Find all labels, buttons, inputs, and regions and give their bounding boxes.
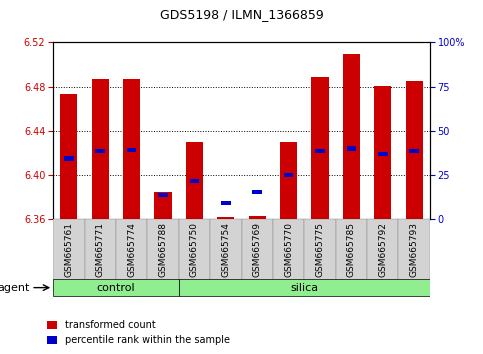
FancyBboxPatch shape — [179, 219, 210, 280]
Bar — [249, 216, 266, 219]
Text: silica: silica — [290, 282, 318, 293]
Bar — [347, 147, 356, 151]
Text: GDS5198 / ILMN_1366859: GDS5198 / ILMN_1366859 — [159, 8, 324, 21]
Bar — [374, 86, 391, 219]
Bar — [60, 95, 77, 219]
Bar — [155, 192, 171, 219]
FancyBboxPatch shape — [242, 219, 273, 280]
Bar — [217, 217, 234, 219]
Text: GSM665785: GSM665785 — [347, 222, 356, 278]
Bar — [92, 79, 109, 219]
Bar — [221, 201, 230, 205]
Legend: transformed count, percentile rank within the sample: transformed count, percentile rank withi… — [43, 316, 234, 349]
Bar — [127, 148, 136, 152]
Bar — [312, 77, 328, 219]
Bar — [378, 152, 387, 156]
FancyBboxPatch shape — [179, 279, 430, 296]
FancyBboxPatch shape — [336, 219, 367, 280]
Bar — [186, 142, 203, 219]
Bar — [410, 149, 419, 153]
Bar — [190, 178, 199, 183]
Bar — [158, 193, 168, 198]
FancyBboxPatch shape — [210, 219, 242, 280]
Bar — [123, 79, 140, 219]
Bar — [96, 149, 105, 153]
Text: GSM665771: GSM665771 — [96, 222, 105, 278]
Text: GSM665761: GSM665761 — [64, 222, 73, 278]
FancyBboxPatch shape — [398, 219, 430, 280]
Text: control: control — [97, 282, 135, 293]
Bar — [64, 156, 73, 161]
Bar — [280, 142, 297, 219]
Bar — [284, 173, 293, 177]
FancyBboxPatch shape — [147, 219, 179, 280]
Text: GSM665774: GSM665774 — [127, 222, 136, 278]
FancyBboxPatch shape — [273, 219, 304, 280]
FancyBboxPatch shape — [53, 279, 179, 296]
Text: agent: agent — [0, 282, 29, 293]
FancyBboxPatch shape — [53, 219, 85, 280]
FancyBboxPatch shape — [116, 219, 147, 280]
FancyBboxPatch shape — [85, 219, 116, 280]
Text: GSM665792: GSM665792 — [378, 222, 387, 278]
Bar — [343, 53, 360, 219]
Text: GSM665775: GSM665775 — [315, 222, 325, 278]
Text: GSM665750: GSM665750 — [190, 222, 199, 278]
Bar — [315, 149, 325, 153]
Text: GSM665769: GSM665769 — [253, 222, 262, 278]
Text: GSM665770: GSM665770 — [284, 222, 293, 278]
FancyBboxPatch shape — [367, 219, 398, 280]
FancyBboxPatch shape — [304, 219, 336, 280]
Bar — [253, 190, 262, 194]
Text: GSM665793: GSM665793 — [410, 222, 419, 278]
Bar — [406, 81, 423, 219]
Text: GSM665754: GSM665754 — [221, 222, 230, 278]
Text: GSM665788: GSM665788 — [158, 222, 168, 278]
